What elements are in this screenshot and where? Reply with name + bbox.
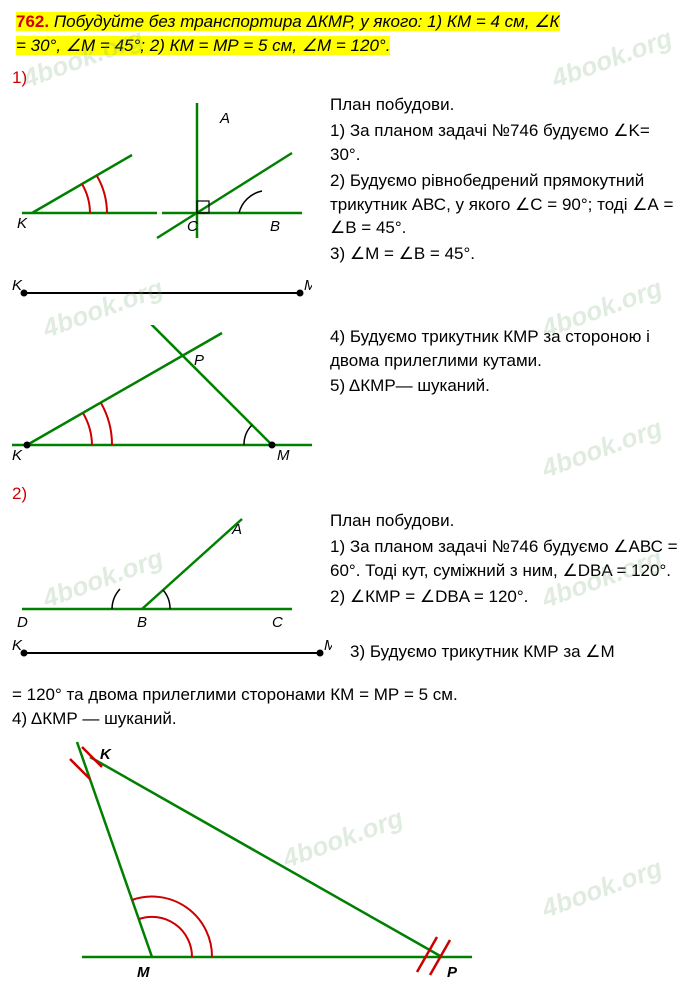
svg-text:M: M	[324, 640, 332, 654]
part2-step2: 2) ∠КМР = ∠DBA = 120°.	[330, 585, 683, 609]
problem-number: 762.	[16, 12, 49, 31]
svg-text:K: K	[12, 278, 23, 294]
part2-step4: 4) ΔКМР — шуканий.	[12, 707, 683, 731]
svg-text:M: M	[137, 964, 150, 981]
svg-text:K: K	[100, 746, 112, 763]
part2-step3-block: 3) Будуємо трикутник КМР за ∠М	[350, 640, 683, 666]
part2-figure-triangle-kmp: K M P	[12, 737, 683, 993]
part1-step5: 5) ΔКМР— шуканий.	[330, 374, 683, 398]
part2-figure-angle: D B C A	[12, 509, 312, 636]
part2-step3: 3) Будуємо трикутник КМР за ∠М	[350, 640, 683, 664]
part1-step4: 4) Будуємо трикутник КМР за стороною і д…	[330, 325, 683, 373]
part2-steps-title: План побудови.	[330, 509, 683, 533]
svg-text:D: D	[17, 614, 28, 629]
svg-text:P: P	[194, 352, 204, 369]
part1-steps-block-b: 4) Будуємо трикутник КМР за стороною і д…	[330, 325, 683, 400]
svg-text:K: K	[12, 447, 23, 464]
part2-steps-block: План побудови. 1) За планом задачі №746 …	[330, 509, 683, 610]
part1-step2: 2) Будуємо рівнобедрений прямокутний три…	[330, 169, 683, 240]
part1-steps-block-a: План побудови. 1) За планом задачі №746 …	[330, 93, 683, 268]
problem-text-line1: Побудуйте без транспортира ΔКМР, у якого…	[54, 12, 560, 31]
svg-text:C: C	[272, 614, 283, 629]
svg-text:B: B	[137, 614, 147, 629]
svg-text:K: K	[17, 215, 28, 232]
part1-step1: 1) За планом задачі №746 будуємо ∠K= 30°…	[330, 119, 683, 167]
svg-text:M: M	[304, 278, 312, 294]
part2-continuation: = 120° та двома прилеглими сторонами КМ …	[12, 683, 683, 707]
svg-text:K: K	[12, 640, 23, 654]
part2-figure-km-segment: K M	[12, 640, 332, 673]
svg-text:M: M	[277, 447, 290, 464]
part1-steps-title: План побудови.	[330, 93, 683, 117]
svg-text:P: P	[447, 964, 458, 981]
part1-step3: 3) ∠М = ∠В = 45°.	[330, 242, 683, 266]
part1-figure-angles: K A C B	[12, 93, 312, 250]
problem-statement: 762. Побудуйте без транспортира ΔКМР, у …	[12, 8, 683, 60]
part1-figure-km-segment: K M	[12, 278, 312, 315]
part1-figure-triangle-kmp: K M P	[12, 325, 312, 472]
svg-text:B: B	[270, 218, 280, 235]
part2-step1: 1) За планом задачі №746 будуємо ∠АВС = …	[330, 535, 683, 583]
part1-label: 1)	[12, 66, 683, 90]
svg-text:A: A	[231, 521, 242, 538]
svg-text:A: A	[219, 110, 230, 127]
part2-label: 2)	[12, 482, 683, 506]
svg-text:C: C	[187, 218, 198, 235]
problem-text-line2: = 30°, ∠М = 45°; 2) КМ = МР = 5 см, ∠М =…	[16, 36, 390, 55]
